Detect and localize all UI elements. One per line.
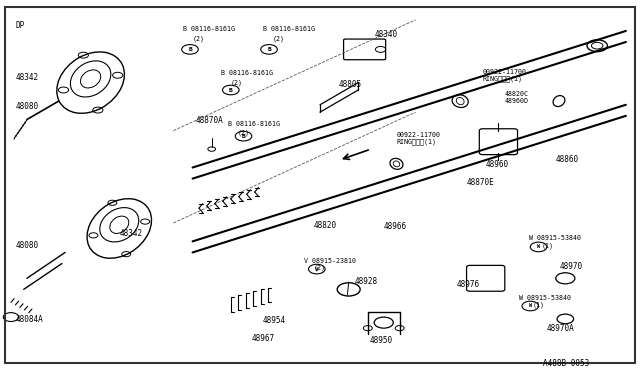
Text: 00922-11700: 00922-11700 (483, 69, 527, 75)
Text: 48870A: 48870A (196, 116, 223, 125)
Text: 00922-11700: 00922-11700 (396, 132, 440, 138)
Text: 48080: 48080 (15, 241, 38, 250)
Text: 48970: 48970 (559, 262, 583, 271)
Text: (2): (2) (237, 130, 249, 137)
Text: DP: DP (15, 21, 25, 30)
Text: 48340: 48340 (374, 30, 397, 39)
Text: (2): (2) (314, 265, 326, 271)
Text: A488B 0053: A488B 0053 (543, 359, 589, 368)
Text: V: V (315, 267, 319, 272)
Text: (1): (1) (532, 302, 544, 308)
Text: B 08116-8161G: B 08116-8161G (262, 26, 315, 32)
Text: B 08116-8161G: B 08116-8161G (183, 26, 235, 32)
Text: 48967: 48967 (252, 334, 275, 343)
Text: 48342: 48342 (15, 73, 38, 81)
Text: (1): (1) (541, 243, 554, 249)
Text: B: B (267, 47, 271, 52)
Text: 48954: 48954 (262, 316, 286, 325)
Text: 48820C: 48820C (505, 92, 529, 97)
Text: W 08915-53840: W 08915-53840 (529, 235, 581, 241)
Text: 48970A: 48970A (547, 324, 575, 333)
Text: 48805: 48805 (339, 80, 362, 89)
Text: (2): (2) (231, 79, 243, 86)
Text: 48966: 48966 (384, 222, 407, 231)
Text: B 08116-8161G: B 08116-8161G (221, 70, 273, 76)
Text: 48820: 48820 (314, 221, 337, 230)
Text: 48928: 48928 (355, 278, 378, 286)
Text: 48860: 48860 (556, 155, 579, 164)
Text: 48960D: 48960D (505, 98, 529, 104)
Text: (2): (2) (193, 35, 205, 42)
Text: 48960: 48960 (486, 160, 509, 169)
Text: W 08915-53840: W 08915-53840 (520, 295, 572, 301)
Text: B 08116-8161G: B 08116-8161G (228, 121, 280, 127)
Text: W: W (529, 304, 532, 308)
Text: V 08915-23810: V 08915-23810 (304, 257, 356, 264)
Text: 48084A: 48084A (15, 315, 43, 324)
Text: RINGリング(1): RINGリング(1) (483, 76, 522, 82)
Text: 48870E: 48870E (467, 178, 494, 187)
Text: W: W (537, 244, 540, 249)
Text: B: B (188, 47, 192, 52)
Text: RINGリング(1): RINGリング(1) (396, 138, 436, 145)
Text: 48976: 48976 (457, 280, 480, 289)
Text: B: B (242, 134, 245, 139)
Text: 48950: 48950 (370, 336, 393, 345)
Text: B: B (229, 87, 233, 93)
Text: 48080: 48080 (15, 102, 38, 111)
Text: (2): (2) (272, 35, 284, 42)
Text: 48342: 48342 (119, 230, 142, 238)
